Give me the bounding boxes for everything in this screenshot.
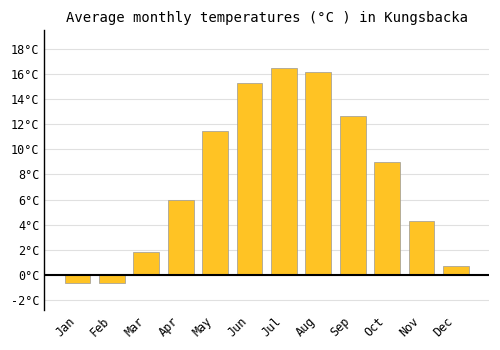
Bar bbox=[168, 199, 194, 275]
Bar bbox=[236, 83, 262, 275]
Bar bbox=[306, 72, 331, 275]
Bar bbox=[340, 116, 365, 275]
Bar bbox=[443, 266, 468, 275]
Bar bbox=[271, 68, 297, 275]
Bar bbox=[64, 275, 90, 284]
Title: Average monthly temperatures (°C ) in Kungsbacka: Average monthly temperatures (°C ) in Ku… bbox=[66, 11, 468, 25]
Bar bbox=[408, 221, 434, 275]
Bar bbox=[374, 162, 400, 275]
Bar bbox=[134, 252, 159, 275]
Bar bbox=[99, 275, 125, 284]
Bar bbox=[202, 131, 228, 275]
